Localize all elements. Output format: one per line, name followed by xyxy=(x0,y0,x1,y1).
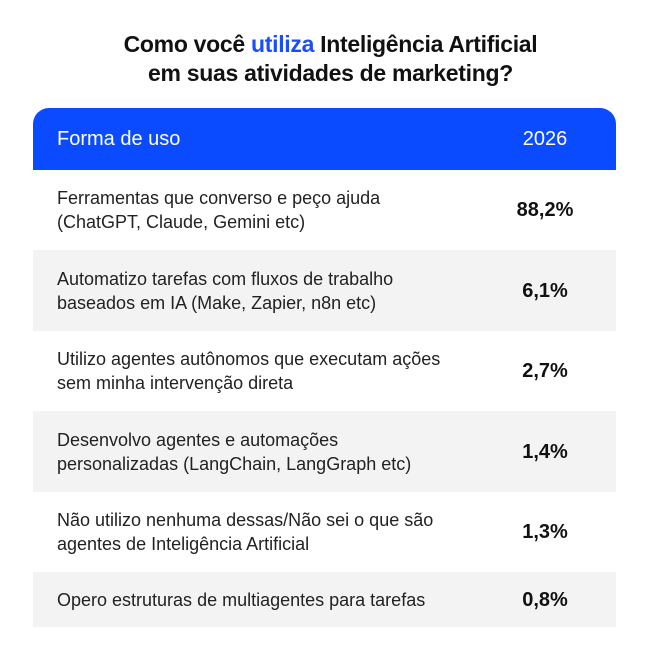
table-row: Desenvolvo agentes e automações personali… xyxy=(33,411,616,492)
row-value: 88,2% xyxy=(516,199,574,221)
column-header-usage: Forma de uso xyxy=(57,127,181,150)
table-row: Automatizo tarefas com fluxos de trabalh… xyxy=(33,250,616,331)
title-text: Como você xyxy=(123,31,251,57)
row-label-line: Ferramentas que converso e peço ajuda xyxy=(57,188,381,208)
row-label-line: Não utilizo nenhuma dessas/Não sei o que… xyxy=(57,510,434,530)
row-label: Automatizo tarefas com fluxos de trabalh… xyxy=(33,267,474,315)
row-value: 1,4% xyxy=(522,440,568,463)
row-label-line: baseados em IA (Make, Zapier, n8n etc) xyxy=(57,292,377,313)
row-label-line: Utilizo agentes autônomos que executam a… xyxy=(57,349,441,369)
row-label-line: sem minha intervenção direta xyxy=(57,373,294,393)
table-header: Forma de uso 2026 xyxy=(33,108,616,170)
row-label-line: Opero estruturas de multiagentes para ta… xyxy=(57,589,426,610)
results-table: Forma de uso 2026 Ferramentas que conver… xyxy=(33,108,616,627)
title-line-2: em suas atividades de marketing? xyxy=(148,60,513,86)
page-title: Como você utiliza Inteligência Artificia… xyxy=(0,30,661,88)
row-value: 6,1% xyxy=(522,279,568,302)
row-label-line: (ChatGPT, Claude, Gemini etc) xyxy=(57,212,306,232)
row-label: Desenvolvo agentes e automações personali… xyxy=(33,428,474,476)
row-label: Não utilizo nenhuma dessas/Não sei o que… xyxy=(33,508,474,556)
title-text: Inteligência Artificial xyxy=(314,31,538,57)
row-label-line: Desenvolvo agentes e automações xyxy=(57,429,339,450)
title-highlight: utiliza xyxy=(251,31,315,57)
table-row: Ferramentas que converso e peço ajuda (Ch… xyxy=(33,170,616,250)
row-label-line: agentes de Inteligência Artificial xyxy=(57,534,310,554)
row-label-line: personalizadas (LangChain, LangGraph etc… xyxy=(57,453,412,474)
row-value: 0,8% xyxy=(522,588,568,611)
table-row: Utilizo agentes autônomos que executam a… xyxy=(33,331,616,411)
table-row: Opero estruturas de multiagentes para ta… xyxy=(33,572,616,627)
row-value: 1,3% xyxy=(522,521,568,543)
row-label: Opero estruturas de multiagentes para ta… xyxy=(33,588,474,612)
row-value: 2,7% xyxy=(522,360,568,382)
row-label: Ferramentas que converso e peço ajuda (Ch… xyxy=(33,186,474,234)
column-header-year: 2026 xyxy=(522,127,568,150)
row-label: Utilizo agentes autônomos que executam a… xyxy=(33,347,474,395)
table-row: Não utilizo nenhuma dessas/Não sei o que… xyxy=(33,492,616,572)
row-label-line: Automatizo tarefas com fluxos de trabalh… xyxy=(57,268,394,289)
